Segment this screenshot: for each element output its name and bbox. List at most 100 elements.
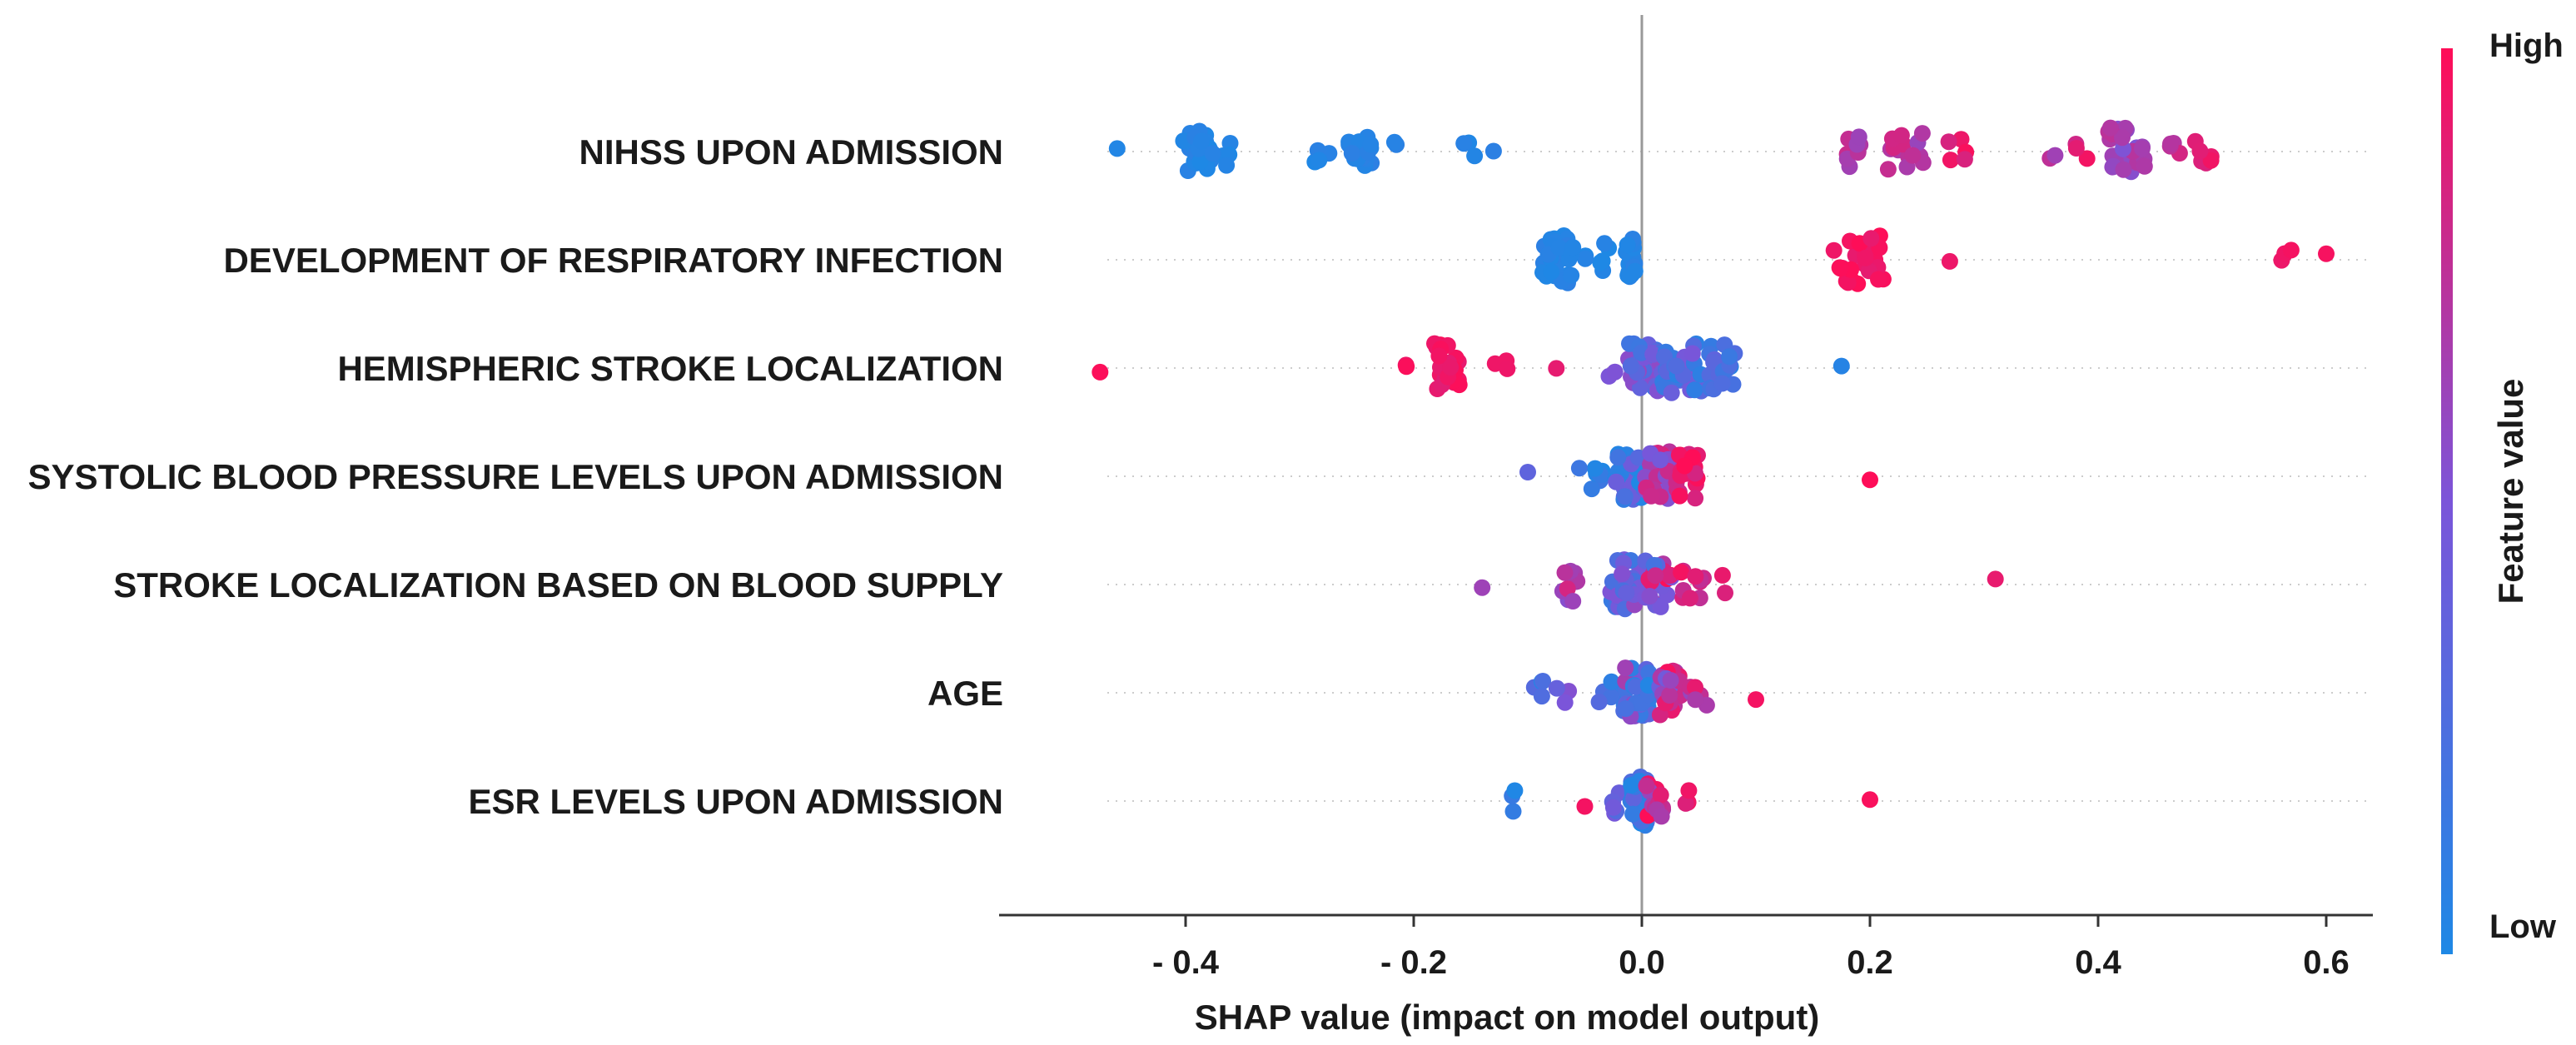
shap-point (1904, 147, 1922, 164)
shap-point (1430, 347, 1448, 365)
shap-point (1652, 786, 1669, 804)
shap-point (1564, 239, 1582, 256)
shap-point (1624, 805, 1642, 823)
shap-point (1534, 673, 1552, 689)
shap-point (1398, 358, 1415, 376)
shap-point (1643, 487, 1660, 505)
shap-point (1748, 691, 1764, 709)
x-tick-label: - 0.2 (1380, 944, 1447, 981)
shap-point (1913, 125, 1931, 142)
shap-point (1870, 271, 1887, 288)
shap-point (1686, 381, 1703, 399)
shap-point (1519, 464, 1536, 480)
shap-point (2136, 157, 2153, 175)
shap-point (1687, 568, 1704, 585)
shap-point (1606, 363, 1624, 381)
shap-point (2078, 150, 2096, 167)
shap-point (1506, 782, 1524, 799)
feature-label: NIHSS UPON ADMISSION (579, 132, 1004, 172)
shap-point (1956, 151, 1973, 168)
shap-point (1499, 360, 1516, 377)
shap-point (1892, 127, 1910, 144)
shap-point (1687, 679, 1703, 696)
shap-point (1942, 152, 1959, 169)
shap-point (1193, 132, 1211, 150)
shap-point (1556, 694, 1574, 711)
shap-point (1681, 590, 1698, 607)
shap-point (1623, 777, 1640, 794)
shap-point (1310, 152, 1328, 169)
shap-point (1474, 579, 1491, 596)
shap-point (1548, 679, 1565, 697)
shap-point (1862, 230, 1880, 247)
shap-point (1586, 460, 1604, 477)
x-axis-ticks: - 0.4 - 0.2 0.0 0.2 0.4 0.6 (1152, 915, 2350, 981)
shap-point (1850, 128, 1867, 146)
colorbar-title: Feature value (2491, 379, 2530, 605)
shap-point (1191, 153, 1209, 170)
feature-label: STROKE LOCALIZATION BASED ON BLOOD SUPPL… (113, 565, 1003, 605)
shap-point (1218, 157, 1236, 174)
shap-point (1839, 274, 1857, 291)
feature-label: AGE (927, 674, 1003, 713)
x-tick-label: 0.0 (1619, 944, 1665, 981)
shap-point (1550, 239, 1568, 256)
shap-point (1652, 451, 1669, 469)
shap-point (1092, 363, 1109, 381)
shap-point (1609, 449, 1627, 466)
shap-point (1619, 236, 1636, 254)
feature-label: HEMISPHERIC STROKE LOCALIZATION (337, 349, 1003, 388)
shap-point (1713, 375, 1731, 392)
shap-point (1504, 803, 1522, 820)
shap-point (1661, 687, 1678, 704)
shap-point (1687, 490, 1704, 507)
shap-point (1466, 147, 1484, 165)
shap-point (1556, 564, 1574, 581)
shap-point (1455, 135, 1473, 152)
shap-point (2114, 129, 2131, 147)
shap-point (1594, 252, 1611, 270)
colorbar-low-label: Low (2489, 908, 2557, 945)
feature-label: DEVELOPMENT OF RESPIRATORY INFECTION (223, 241, 1003, 280)
shap-point (1533, 688, 1550, 705)
shap-point (2191, 142, 2209, 160)
shap-point (1668, 357, 1685, 375)
shap-point (1641, 588, 1658, 605)
shap-point (1583, 480, 1600, 498)
shap-point (1603, 673, 1620, 690)
x-tick-label: 0.6 (2303, 944, 2350, 981)
shap-point (2133, 140, 2151, 157)
shap-point (1717, 585, 1733, 602)
shap-point (1484, 142, 1502, 160)
shap-point (1590, 694, 1608, 710)
shap-point (1577, 250, 1594, 267)
shap-point (1559, 580, 1576, 598)
shap-point (1862, 471, 1878, 489)
shap-point (1857, 249, 1874, 266)
shap-point (1713, 566, 1731, 584)
shap-point (1576, 798, 1594, 815)
shap-point (2115, 161, 2132, 178)
shap-point (1616, 488, 1634, 505)
colorbar (2441, 48, 2453, 954)
shap-point (1683, 345, 1701, 362)
shap-point (1108, 140, 1126, 157)
shap-point (1564, 593, 1582, 610)
shap-point (2046, 147, 2064, 164)
shap-point (1204, 145, 1221, 162)
shap-point (1617, 700, 1634, 717)
x-tick-label: 0.4 (2075, 944, 2121, 981)
shap-point (1647, 567, 1664, 585)
shap-point (1442, 359, 1460, 376)
shap-point (1596, 235, 1614, 252)
shap-point (1721, 348, 1738, 366)
shap-point (1676, 457, 1693, 475)
shap-point (1662, 672, 1679, 689)
shap-point (1677, 794, 1694, 812)
colorbar-high-label: High (2489, 27, 2564, 64)
shap-point (1343, 145, 1360, 162)
shap-point (1570, 460, 1588, 477)
feature-label: SYSTOLIC BLOOD PRESSURE LEVELS UPON ADMI… (28, 457, 1004, 496)
shap-point (1862, 791, 1878, 809)
